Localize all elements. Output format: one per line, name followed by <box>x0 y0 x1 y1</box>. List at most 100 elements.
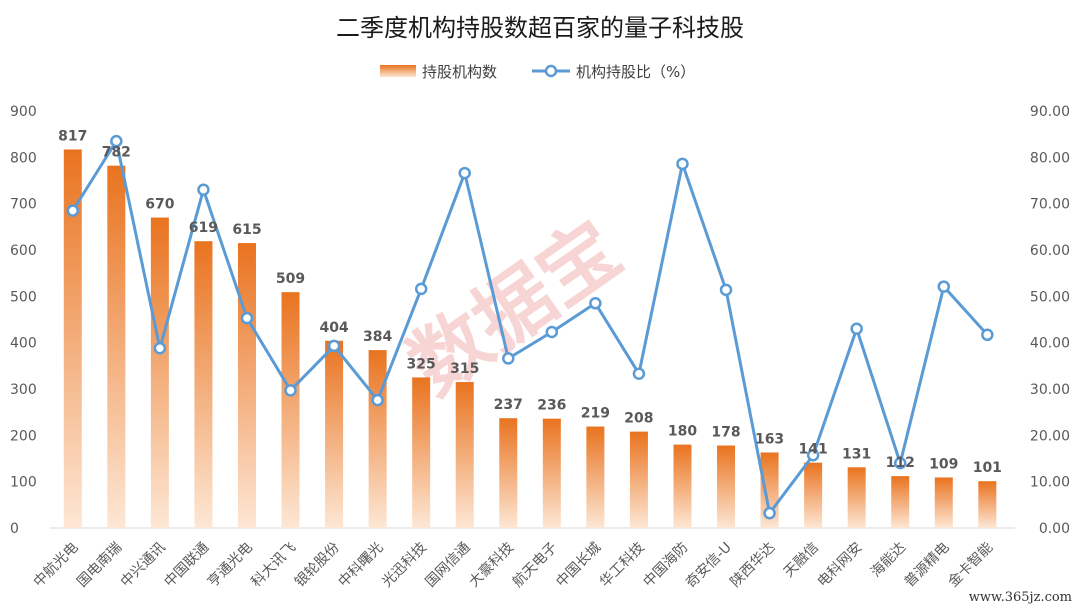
x-tick-label: 陕西华达 <box>727 540 778 591</box>
bar <box>325 340 344 528</box>
bar <box>673 444 692 528</box>
site-watermark: www.365jz.com <box>969 590 1072 605</box>
bar-data-labels: 817 782 670 619 615 509 404 384 325 315 237 236 219 2… <box>58 128 1002 476</box>
line-point <box>676 157 689 171</box>
line-point <box>893 456 907 470</box>
line-point <box>545 325 559 339</box>
bar-data-label: 219 <box>581 406 610 422</box>
line-point <box>502 352 515 365</box>
bar-data-label: 109 <box>929 456 958 472</box>
bar-data-label: 404 <box>319 320 348 336</box>
x-axis-categories: 中航光电国电南瑞中兴通讯中国联通亨通光电科大讯飞银轮股份中科曙光光迅科技国网信通… <box>31 539 996 592</box>
bar <box>368 350 387 528</box>
y-right-tick-label: 10.00 <box>1030 475 1070 491</box>
bar-data-label: 208 <box>624 411 653 427</box>
bar-data-label: 325 <box>407 356 436 372</box>
line-point <box>981 328 994 342</box>
line-point <box>327 339 341 353</box>
bar <box>281 292 300 528</box>
y-left-tick-label: 100 <box>10 475 37 491</box>
bar <box>107 165 126 528</box>
x-tick-label: 中科曙光 <box>336 540 387 591</box>
x-tick-label: 科大讯飞 <box>248 540 299 591</box>
bar <box>150 217 169 529</box>
x-tick-label: 银轮股份 <box>292 540 343 591</box>
x-tick-label: 光迅科技 <box>379 540 430 591</box>
bar-data-label: 619 <box>189 220 218 236</box>
bar <box>934 477 953 528</box>
y-right-tick-label: 0.00 <box>1039 521 1070 537</box>
line-point <box>806 449 820 462</box>
line-point <box>371 393 384 407</box>
x-tick-label: 国网信通 <box>423 540 474 591</box>
x-tick-label: 天融信 <box>781 540 822 581</box>
bar <box>978 481 997 528</box>
line-point <box>284 384 297 397</box>
bar-data-label: 817 <box>58 128 87 144</box>
bar <box>237 243 256 529</box>
bar-series <box>63 149 997 529</box>
bar-data-label: 178 <box>711 425 740 441</box>
bar-data-label: 163 <box>755 431 784 447</box>
x-tick-label: 普源精电 <box>902 540 953 591</box>
line-series <box>66 134 994 520</box>
y-left-tick-label: 500 <box>10 289 37 305</box>
x-tick-label: 海能达 <box>868 540 909 581</box>
bar <box>804 462 823 528</box>
x-tick-label: 奇安信-U <box>682 539 735 592</box>
bar-data-label: 131 <box>842 446 871 462</box>
y-right-tick-label: 60.00 <box>1030 243 1070 259</box>
y-right-tick-label: 40.00 <box>1030 336 1070 352</box>
bar <box>891 476 910 528</box>
y-right-tick-label: 20.00 <box>1030 428 1070 444</box>
bar <box>499 418 518 528</box>
y-left-tick-label: 600 <box>10 243 37 259</box>
bar <box>63 149 82 528</box>
x-tick-label: 国电南瑞 <box>74 540 125 591</box>
x-tick-label: 中国联通 <box>161 540 212 591</box>
line-point <box>153 341 167 355</box>
bar-data-label: 509 <box>276 271 305 287</box>
bar-data-label: 141 <box>799 442 828 458</box>
x-tick-label: 金卡智能 <box>945 540 996 591</box>
legend: 持股机构数 机构持股比（%） <box>380 63 695 81</box>
y-left-tick-label: 300 <box>10 382 37 398</box>
bar-data-label: 236 <box>537 398 566 414</box>
bar-data-label: 670 <box>145 197 174 213</box>
x-tick-label: 中兴通讯 <box>118 540 169 591</box>
x-tick-label: 中国海防 <box>640 540 691 591</box>
x-tick-label: 电科网安 <box>815 540 866 591</box>
x-tick-label: 华工科技 <box>597 540 648 591</box>
y-left-tick-label: 400 <box>10 336 37 352</box>
x-tick-label: 中航光电 <box>31 540 82 591</box>
bar-data-label: 101 <box>973 460 1002 476</box>
line-point <box>632 367 646 380</box>
bar <box>412 377 431 528</box>
legend-label-line: 机构持股比（%） <box>576 63 695 81</box>
bar-data-label: 112 <box>886 455 915 471</box>
line-point <box>719 283 733 297</box>
line-point <box>937 280 951 293</box>
bar <box>586 426 605 528</box>
bar-data-label: 384 <box>363 329 392 345</box>
legend-swatch-bars <box>380 65 416 77</box>
line-point <box>850 322 863 336</box>
y-right-tick-label: 30.00 <box>1030 382 1070 398</box>
y-right-tick-label: 50.00 <box>1030 289 1070 305</box>
line-point <box>763 506 776 520</box>
line-point <box>240 311 254 325</box>
chart-title: 二季度机构持股数超百家的量子科技股 <box>336 14 744 42</box>
x-tick-label: 亨通光电 <box>204 539 256 591</box>
series-line <box>71 139 989 515</box>
x-tick-label: 大豪科技 <box>466 540 517 591</box>
y-axis-right: 0.00 10.00 20.00 30.00 40.00 50.00 60.00 70.00 8… <box>1030 104 1070 537</box>
bar-data-label: 615 <box>232 222 261 238</box>
bar <box>629 431 648 528</box>
y-right-tick-label: 90.00 <box>1030 104 1070 120</box>
y-left-tick-label: 900 <box>10 104 37 120</box>
line-point <box>589 297 602 310</box>
legend-label-bars: 持股机构数 <box>422 63 497 81</box>
line-point <box>414 282 428 296</box>
bar <box>194 241 213 529</box>
